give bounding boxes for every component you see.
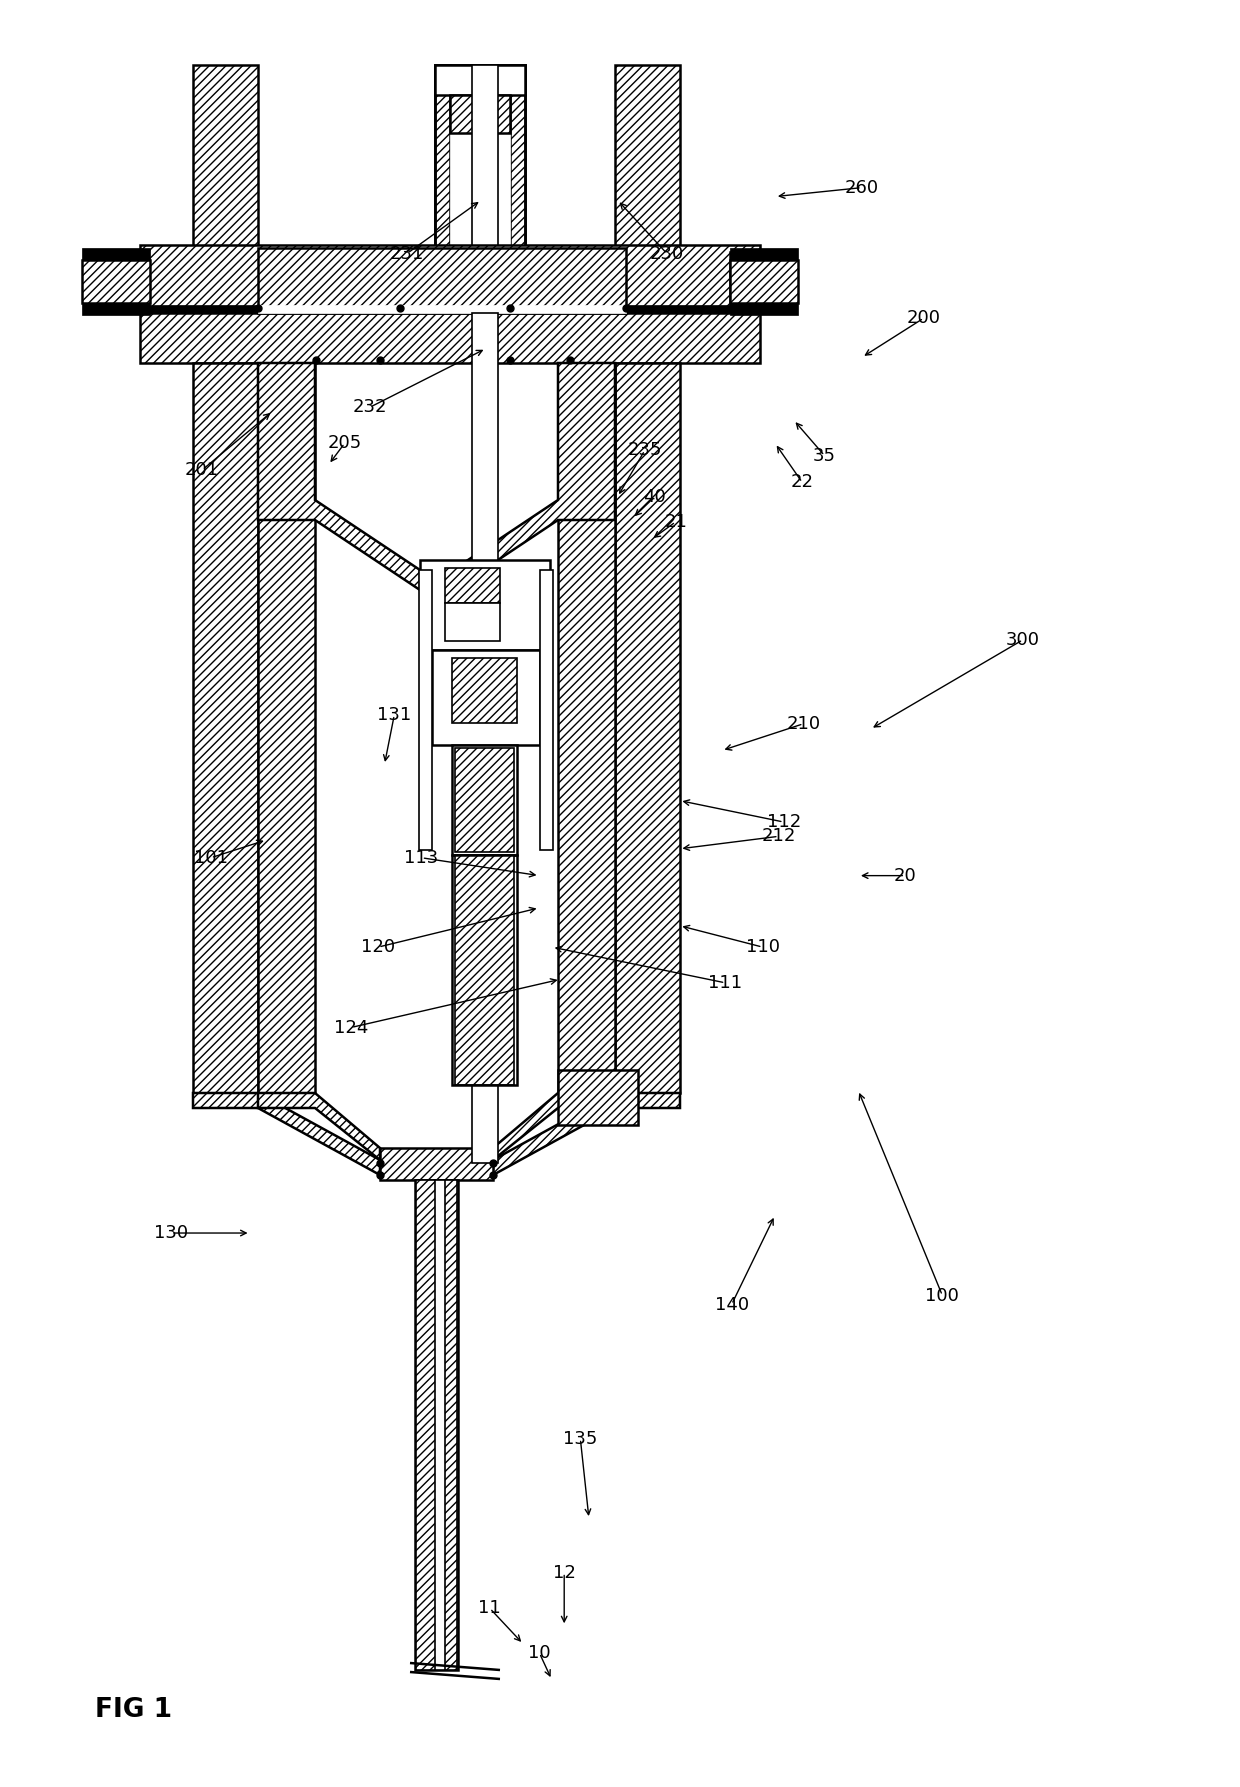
Text: 20: 20 bbox=[894, 867, 916, 885]
Polygon shape bbox=[258, 363, 420, 590]
Polygon shape bbox=[140, 245, 760, 309]
Text: 140: 140 bbox=[714, 1296, 749, 1313]
Polygon shape bbox=[453, 658, 517, 724]
Text: 11: 11 bbox=[479, 1599, 501, 1617]
Text: 10: 10 bbox=[528, 1644, 551, 1662]
Polygon shape bbox=[450, 95, 510, 132]
Polygon shape bbox=[455, 749, 515, 852]
Polygon shape bbox=[415, 1179, 458, 1671]
Text: 35: 35 bbox=[813, 447, 836, 465]
Text: 110: 110 bbox=[745, 938, 780, 956]
Polygon shape bbox=[193, 363, 258, 1094]
Polygon shape bbox=[494, 1094, 615, 1160]
Text: 201: 201 bbox=[185, 461, 219, 479]
Polygon shape bbox=[82, 304, 150, 315]
Polygon shape bbox=[93, 252, 143, 307]
Text: 210: 210 bbox=[786, 715, 821, 733]
Polygon shape bbox=[558, 363, 615, 1094]
Polygon shape bbox=[730, 252, 780, 307]
Polygon shape bbox=[258, 306, 626, 313]
Text: 235: 235 bbox=[627, 441, 662, 459]
Polygon shape bbox=[435, 64, 450, 309]
Text: 231: 231 bbox=[389, 245, 424, 263]
Text: 200: 200 bbox=[906, 309, 941, 327]
Text: 300: 300 bbox=[1006, 631, 1040, 649]
Polygon shape bbox=[510, 64, 525, 309]
Polygon shape bbox=[730, 248, 799, 259]
Text: 120: 120 bbox=[361, 938, 396, 956]
Polygon shape bbox=[539, 570, 553, 851]
Text: 130: 130 bbox=[154, 1224, 188, 1242]
Polygon shape bbox=[450, 64, 510, 309]
Text: 101: 101 bbox=[193, 849, 228, 867]
Text: 212: 212 bbox=[761, 827, 796, 845]
Polygon shape bbox=[140, 313, 760, 363]
Polygon shape bbox=[435, 1179, 445, 1671]
Polygon shape bbox=[455, 854, 515, 1085]
Polygon shape bbox=[435, 64, 525, 309]
Polygon shape bbox=[445, 602, 500, 642]
Polygon shape bbox=[615, 64, 680, 309]
Polygon shape bbox=[415, 1179, 458, 1671]
Text: 12: 12 bbox=[553, 1564, 575, 1581]
Text: 232: 232 bbox=[352, 399, 387, 416]
Polygon shape bbox=[193, 64, 258, 309]
Polygon shape bbox=[453, 745, 517, 854]
Polygon shape bbox=[730, 304, 799, 315]
Polygon shape bbox=[420, 559, 551, 650]
Text: 124: 124 bbox=[334, 1019, 368, 1036]
Polygon shape bbox=[445, 568, 500, 602]
Text: FIG 1: FIG 1 bbox=[95, 1698, 172, 1723]
Polygon shape bbox=[82, 248, 150, 259]
Polygon shape bbox=[82, 259, 150, 304]
Text: 230: 230 bbox=[650, 245, 684, 263]
Polygon shape bbox=[379, 1147, 494, 1179]
Text: 131: 131 bbox=[377, 706, 412, 724]
Polygon shape bbox=[419, 570, 432, 851]
Polygon shape bbox=[258, 248, 626, 313]
Text: 205: 205 bbox=[327, 434, 362, 452]
Polygon shape bbox=[258, 1094, 379, 1160]
Text: 112: 112 bbox=[766, 813, 801, 831]
Polygon shape bbox=[193, 1094, 379, 1176]
Polygon shape bbox=[140, 306, 760, 313]
Text: 40: 40 bbox=[644, 488, 666, 506]
Polygon shape bbox=[472, 64, 498, 356]
Text: 260: 260 bbox=[844, 179, 879, 197]
Polygon shape bbox=[258, 363, 315, 1094]
Polygon shape bbox=[730, 259, 799, 304]
Text: 100: 100 bbox=[925, 1287, 960, 1305]
Text: 21: 21 bbox=[665, 513, 687, 531]
Text: 111: 111 bbox=[708, 974, 743, 992]
Polygon shape bbox=[453, 363, 615, 590]
Text: 113: 113 bbox=[404, 849, 439, 867]
Polygon shape bbox=[494, 1094, 680, 1176]
Polygon shape bbox=[435, 64, 525, 95]
Polygon shape bbox=[432, 650, 539, 745]
Text: 22: 22 bbox=[791, 474, 813, 491]
Polygon shape bbox=[615, 363, 680, 1094]
Polygon shape bbox=[472, 313, 498, 1163]
Text: 135: 135 bbox=[563, 1430, 598, 1447]
Polygon shape bbox=[558, 1070, 639, 1126]
